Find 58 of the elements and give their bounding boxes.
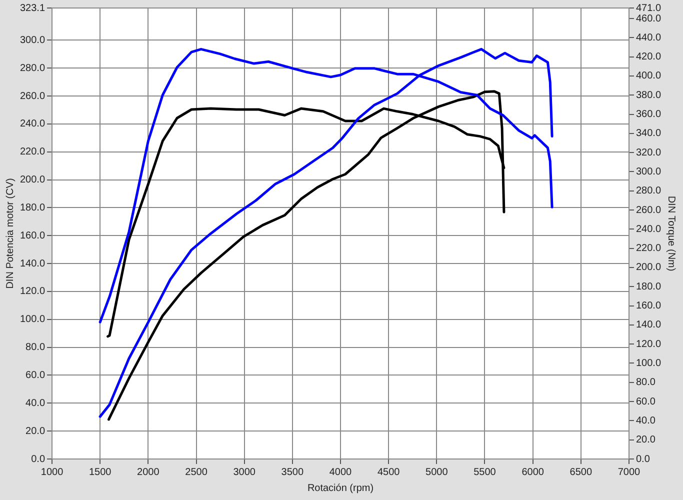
y-tick-label: 180.0 (20, 202, 46, 214)
x-tick-label: 1500 (88, 466, 112, 478)
y2-tick-label: 380.0 (636, 90, 662, 101)
y-tick-label: 200.0 (20, 174, 46, 186)
y-tick-label: 0.0 (31, 454, 46, 465)
y2-tick-label: 20.0 (636, 434, 656, 446)
y2-tick-label: 180.0 (636, 281, 662, 292)
y2-tick-label: 0.0 (636, 454, 650, 465)
y-tick-label: 120.0 (20, 286, 46, 298)
y-tick-label: 20.0 (26, 426, 46, 437)
y2-tick-label: 40.0 (636, 415, 656, 426)
y2-tick-label: 160.0 (636, 300, 662, 312)
y2-tick-label: 240.0 (636, 224, 662, 235)
x-tick-label: 1000 (40, 466, 64, 478)
x-tick-label: 5000 (426, 466, 448, 478)
y-tick-label: 140.0 (20, 258, 46, 270)
x-tick-label: 6000 (522, 466, 544, 478)
y2-tick-label: 440.0 (636, 32, 662, 44)
y2-tick-label: 200.0 (636, 262, 662, 274)
y2-tick-label: 360.0 (636, 109, 662, 120)
y-tick-label: 240.0 (20, 118, 46, 130)
y-axis-title: DIN Potencia motor (CV) (4, 178, 16, 289)
y2-tick-label: 140.0 (636, 320, 662, 331)
y2-tick-label: 100.0 (636, 358, 662, 369)
y-tick-label: 280.0 (20, 62, 46, 74)
x-tick-label: 7000 (618, 466, 641, 478)
y-tick-label: 60.0 (26, 370, 46, 381)
y-tick-label: 323.1 (20, 2, 46, 14)
x-tick-label: 4000 (329, 466, 352, 478)
x-tick-label: 2000 (137, 466, 160, 478)
x-tick-label: 3500 (281, 466, 304, 478)
x-tick-label: 2500 (185, 466, 208, 478)
y-tick-label: 160.0 (20, 230, 46, 242)
x-tick-label: 6500 (570, 466, 592, 478)
y2-tick-label: 420.0 (636, 52, 662, 63)
x-tick-label: 3000 (233, 466, 256, 478)
y-tick-label: 100.0 (20, 314, 46, 326)
y-tick-label: 40.0 (26, 398, 46, 409)
y2-tick-label: 340.0 (636, 128, 662, 140)
y-tick-label: 260.0 (20, 90, 46, 102)
y2-tick-label: 460.0 (636, 13, 662, 24)
y2-axis-title: DIN Torque (Nm) (665, 196, 676, 272)
y2-tick-label: 60.0 (636, 396, 656, 408)
x-axis-title: Rotación (rpm) (307, 482, 374, 494)
y-tick-label: 220.0 (20, 146, 46, 158)
x-tick-label: 5500 (474, 466, 496, 478)
x-tick-label: 4500 (377, 466, 400, 478)
y2-tick-label: 260.0 (636, 204, 662, 216)
y2-tick-label: 80.0 (636, 377, 656, 388)
y2-tick-label: 220.0 (636, 243, 662, 254)
y2-tick-label: 280.0 (636, 186, 662, 197)
y-tick-label: 300.0 (20, 34, 46, 46)
y2-tick-label: 300.0 (636, 166, 662, 178)
y-tick-label: 80.0 (26, 342, 46, 354)
y2-tick-label: 400.0 (636, 70, 662, 82)
y2-tick-label: 320.0 (636, 147, 662, 158)
y2-tick-label: 471.0 (636, 2, 662, 14)
y2-tick-label: 120.0 (636, 338, 662, 350)
